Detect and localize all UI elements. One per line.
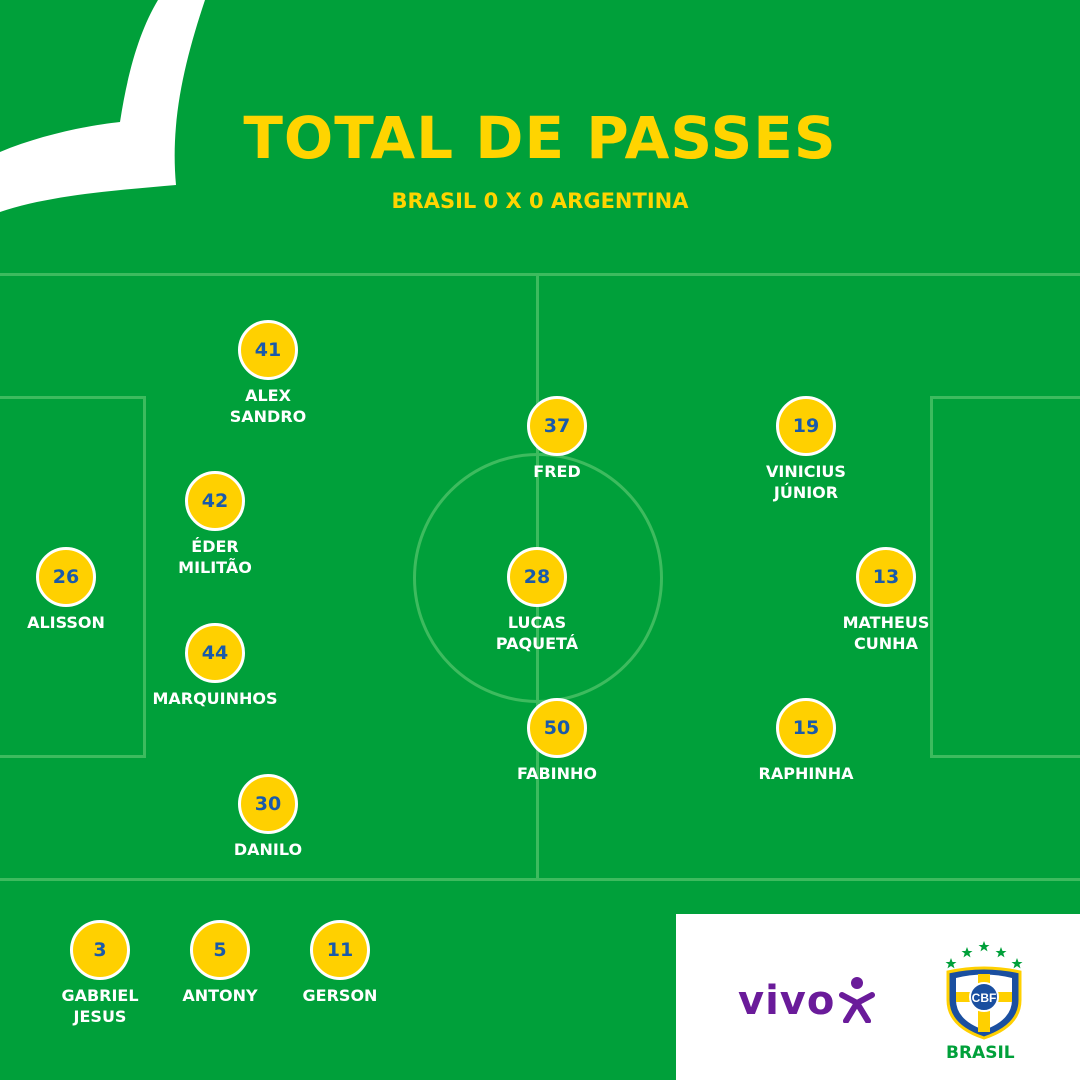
pass-count-badge: 44	[185, 623, 245, 683]
player-name: ANTONY	[182, 986, 258, 1005]
player-name: DANILO	[233, 840, 303, 859]
pass-count-badge: 26	[36, 547, 96, 607]
pass-count-badge: 37	[527, 396, 587, 456]
vivo-figure-icon	[839, 977, 875, 1023]
crest-letters: CBF	[972, 991, 997, 1005]
player-eder-militao: 42 ÉDER MILITÃO	[115, 471, 315, 578]
pass-count-badge: 50	[527, 698, 587, 758]
player-name: LUCAS PAQUETÁ	[495, 613, 579, 653]
pass-count-badge: 15	[776, 698, 836, 758]
player-name: ÉDER MILITÃO	[178, 537, 252, 577]
player-alex-sandro: 41 ALEX SANDRO	[168, 320, 368, 427]
sub-antony: 5 ANTONY	[120, 920, 320, 1006]
pass-count-badge: 5	[190, 920, 250, 980]
player-name: VINICIUS JÚNIOR	[766, 462, 846, 502]
player-fabinho: 50 FABINHO	[457, 698, 657, 784]
pass-count-badge: 30	[238, 774, 298, 834]
cbf-crest-icon: CBF	[945, 941, 1023, 1040]
player-alisson: 26 ALISSON	[0, 547, 166, 633]
brasil-label: BRASIL	[946, 1043, 1015, 1063]
player-marquinhos: 44 MARQUINHOS	[115, 623, 315, 709]
pass-count-badge: 11	[310, 920, 370, 980]
pass-count-badge: 3	[70, 920, 130, 980]
player-raphinha: 15 RAPHINHA	[706, 698, 906, 784]
swoosh-decoration	[0, 0, 205, 212]
pass-count-badge: 42	[185, 471, 245, 531]
player-fred: 37 FRED	[457, 396, 657, 482]
player-lucas-paqueta: 28 LUCAS PAQUETÁ	[437, 547, 637, 654]
pass-count-badge: 13	[856, 547, 916, 607]
player-vinicius-junior: 19 VINICIUS JÚNIOR	[706, 396, 906, 503]
pass-count-badge: 41	[238, 320, 298, 380]
player-name: RAPHINHA	[758, 764, 854, 783]
player-name: FABINHO	[516, 764, 597, 783]
player-name: MARQUINHOS	[152, 689, 278, 708]
player-name: ALEX SANDRO	[229, 386, 307, 426]
player-name: FRED	[533, 462, 581, 481]
player-name: GABRIEL JESUS	[61, 986, 139, 1026]
match-score: BRASIL 0 X 0 ARGENTINA	[391, 189, 689, 213]
sub-gabriel-jesus: 3 GABRIEL JESUS	[0, 920, 200, 1027]
player-matheus-cunha: 13 MATHEUS CUNHA	[786, 547, 986, 654]
player-danilo: 30 DANILO	[168, 774, 368, 860]
player-name: GERSON	[302, 986, 378, 1005]
player-name: MATHEUS CUNHA	[842, 613, 930, 653]
sub-gerson: 11 GERSON	[240, 920, 440, 1006]
pass-count-badge: 19	[776, 396, 836, 456]
player-name: ALISSON	[27, 613, 105, 632]
pass-count-badge: 28	[507, 547, 567, 607]
page-title: TOTAL DE PASSES	[243, 104, 837, 172]
vivo-logo: vivo	[738, 978, 836, 1024]
